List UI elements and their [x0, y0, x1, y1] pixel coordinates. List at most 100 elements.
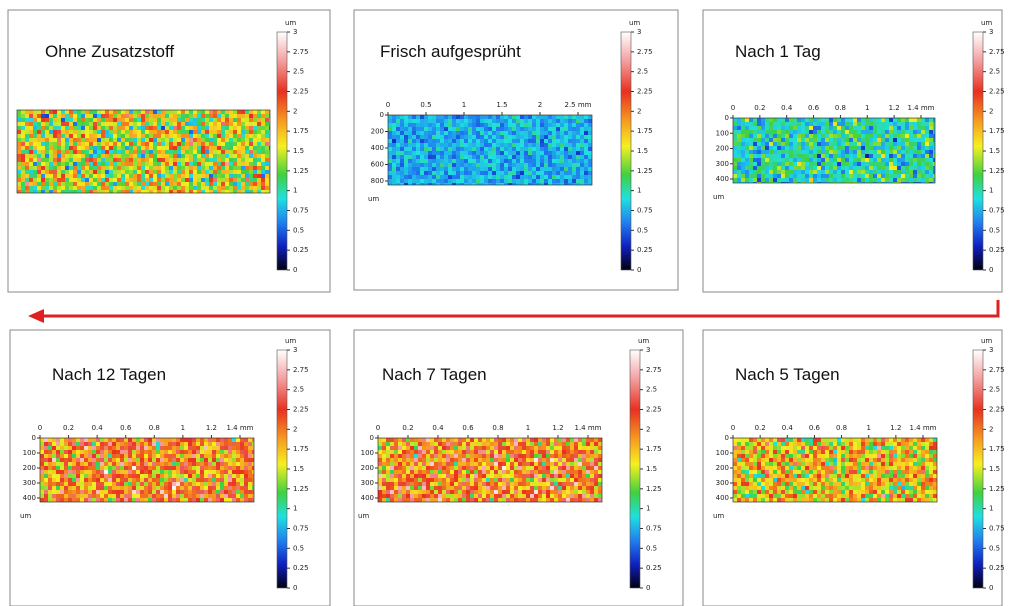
heatmap-cell [248, 470, 252, 474]
heatmap-cell [528, 179, 532, 183]
heatmap-cell [598, 438, 602, 442]
heatmap-cell [37, 190, 41, 193]
heatmap-cell [21, 190, 25, 193]
heatmap-cell [92, 454, 96, 458]
heatmap-cell [121, 122, 125, 126]
heatmap-cell [580, 147, 584, 151]
heatmap-cell [181, 126, 185, 130]
heatmap-cell [424, 123, 428, 127]
heatmap-cell [765, 126, 769, 130]
heatmap-cell [125, 130, 129, 134]
heatmap-cell [560, 115, 564, 119]
heatmap-cell [885, 126, 889, 130]
colorbar-tick-label: 2.5 [989, 68, 1000, 76]
heatmap-cell [412, 163, 416, 167]
heatmap-cell [458, 442, 462, 446]
heatmap-cell [101, 142, 105, 146]
heatmap-cell [476, 127, 480, 131]
heatmap-cell [849, 146, 853, 150]
heatmap-cell [64, 494, 68, 498]
heatmap-cell [80, 450, 84, 454]
heatmap-cell [236, 458, 240, 462]
heatmap-cell [594, 442, 598, 446]
heatmap-cell [781, 158, 785, 162]
heatmap-cell [125, 114, 129, 118]
heatmap-cell [576, 127, 580, 131]
heatmap-cell [120, 442, 124, 446]
heatmap-cell [406, 466, 410, 470]
heatmap-cell [865, 142, 869, 146]
heatmap-cell [917, 134, 921, 138]
heatmap-cell [468, 131, 472, 135]
heatmap-cell [144, 446, 148, 450]
heatmap-cell [141, 126, 145, 130]
heatmap-cell [478, 442, 482, 446]
heatmap-cell [68, 494, 72, 498]
heatmap-cell [801, 126, 805, 130]
heatmap-cell [753, 154, 757, 158]
heatmap-cell [188, 450, 192, 454]
heatmap-cell [813, 170, 817, 174]
heatmap-cell [185, 166, 189, 170]
heatmap-cell [61, 154, 65, 158]
heatmap-cell [220, 474, 224, 478]
heatmap-cell [221, 190, 225, 193]
heatmap-cell [200, 442, 204, 446]
heatmap-cell [460, 147, 464, 151]
heatmap-cell [881, 146, 885, 150]
heatmap-cell [45, 126, 49, 130]
heatmap-cell [580, 143, 584, 147]
heatmap-cell [157, 122, 161, 126]
heatmap-cell [524, 167, 528, 171]
heatmap-cell [568, 167, 572, 171]
heatmap-cell [61, 146, 65, 150]
heatmap-cell [841, 162, 845, 166]
heatmap-cell [534, 442, 538, 446]
heatmap-cell [177, 154, 181, 158]
heatmap-cell [89, 162, 93, 166]
heatmap-cell [192, 490, 196, 494]
heatmap-cell [588, 115, 592, 119]
heatmap-cell [241, 178, 245, 182]
heatmap-cell [586, 478, 590, 482]
heatmap-cell [825, 150, 829, 154]
heatmap-cell [180, 466, 184, 470]
heatmap-cell [420, 179, 424, 183]
heatmap-cell [598, 458, 602, 462]
colorbar-tick-label: 0.5 [989, 226, 1000, 234]
heatmap-cell [530, 466, 534, 470]
heatmap-cell [249, 162, 253, 166]
heatmap-cell [917, 146, 921, 150]
heatmap-cell [829, 138, 833, 142]
heatmap-cell [97, 110, 101, 114]
heatmap-cell [753, 158, 757, 162]
heatmap-cell [382, 438, 386, 442]
heatmap-cell [570, 486, 574, 490]
heatmap-cell [81, 130, 85, 134]
heatmap-cell [244, 466, 248, 470]
heatmap-cell [777, 174, 781, 178]
heatmap-cell [121, 190, 125, 193]
heatmap-cell [248, 486, 252, 490]
heatmap-cell [17, 122, 21, 126]
heatmap-cell [157, 170, 161, 174]
heatmap-cell [538, 442, 542, 446]
heatmap-cell [137, 158, 141, 162]
heatmap-cell [173, 134, 177, 138]
heatmap-cell [60, 454, 64, 458]
heatmap-cell [548, 155, 552, 159]
heatmap-cell [109, 182, 113, 186]
heatmap-cell [566, 490, 570, 494]
heatmap-cell [157, 130, 161, 134]
heatmap-cell [825, 118, 829, 122]
heatmap-cell [145, 186, 149, 190]
heatmap-cell [57, 178, 61, 182]
heatmap-cell [388, 127, 392, 131]
heatmap-cell [97, 170, 101, 174]
heatmap-cell [508, 119, 512, 123]
heatmap-cell [181, 166, 185, 170]
heatmap-cell [598, 450, 602, 454]
heatmap-cell [588, 163, 592, 167]
heatmap-cell [261, 170, 265, 174]
heatmap-cell [556, 143, 560, 147]
